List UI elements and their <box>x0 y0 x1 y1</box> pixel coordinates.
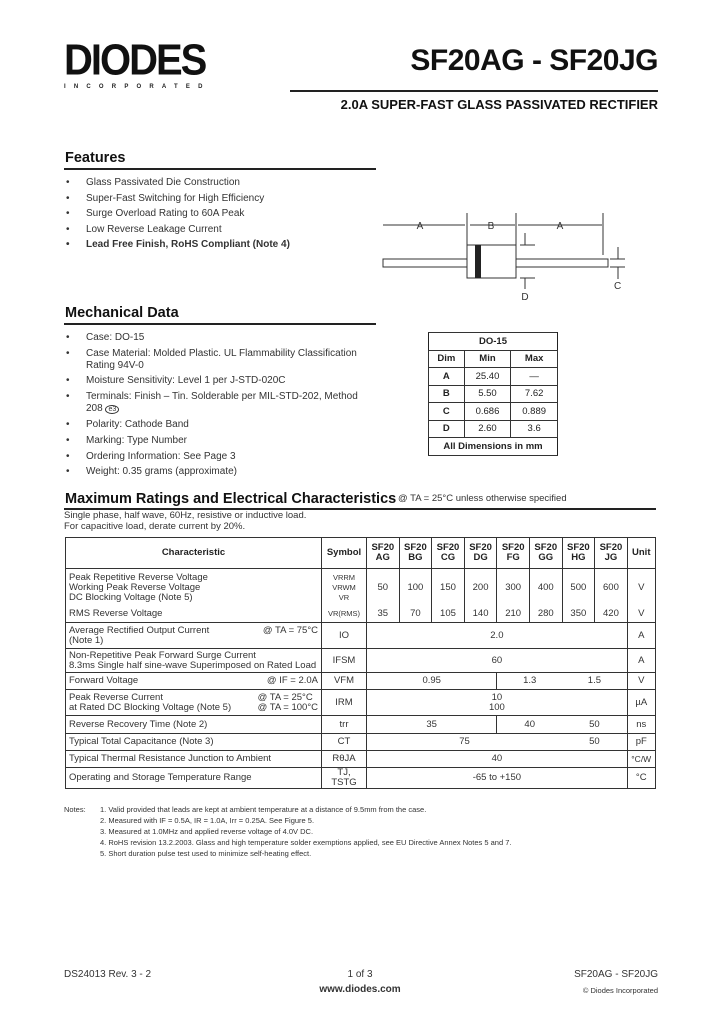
dimensions-table: DO-15 Dim Min Max A 25.40— B 5.50 7.62 C 0.686… <box>428 332 558 456</box>
note-item: 4. RoHS revision 13.2.2003. Glass and hi… <box>100 838 512 847</box>
note-item: 1. Valid provided that leads are kept at… <box>100 805 427 814</box>
list-item: Case: DO-15 <box>64 332 364 344</box>
dim-label-d: D <box>521 292 528 303</box>
dim-label-a: A <box>417 221 424 232</box>
list-item: Super-Fast Switching for High Efficiency <box>64 193 364 205</box>
table-row: @ IF = 2.0A Forward Voltage VFM 0.95 1.3 … <box>65 672 656 690</box>
table-row: Typical Thermal Resistance Junction to A… <box>65 750 656 768</box>
ratings-table: Characteristic Symbol SF20 AG SF20 BG SF20 C… <box>65 537 656 789</box>
note-item: 3. Measured at 1.0MHz and applied revers… <box>100 827 314 836</box>
table-row: Non-Repetitive Peak Forward Surge Curren… <box>65 648 656 673</box>
divider <box>290 90 658 92</box>
table-header-row: Characteristic Symbol SF20 AG SF20 BG SF20 C… <box>65 537 656 569</box>
mechanical-list: Case: DO-15 Case Material: Molded Plasti… <box>64 332 364 482</box>
dim-label-b: B <box>488 221 495 232</box>
table-row: C 0.686 0.889 <box>428 402 558 421</box>
table-row: B 5.50 7.62 <box>428 384 558 403</box>
ratings-condition: @ TA = 25°C unless otherwise specified <box>398 493 567 504</box>
table-row: @ TA = 25°C @ TA = 100°C Peak Reverse Curr… <box>65 689 656 716</box>
list-item: Case Material: Molded Plastic. UL Flamma… <box>64 348 364 372</box>
list-item: Glass Passivated Die Construction <box>64 177 364 189</box>
footer-url-link[interactable]: www.diodes.com <box>319 984 401 995</box>
table-row: Peak Repetitive Reverse Voltage Working P… <box>65 568 656 607</box>
page-subtitle: 2.0A SUPER-FAST GLASS PASSIVATED RECTIFI… <box>340 97 658 112</box>
ratings-note: For capacitive load, derate current by 2… <box>64 521 246 532</box>
footer-doc-number: DS24013 Rev. 3 - 2 <box>64 969 152 980</box>
table-row: @ TA = 75°C Average Rectified Output Curr… <box>65 622 656 649</box>
mechanical-heading: Mechanical Data <box>65 305 179 321</box>
e3-mark: e3 <box>105 404 120 414</box>
divider <box>64 508 656 510</box>
list-item: Surge Overload Rating to 60A Peak <box>64 208 364 220</box>
list-item: Moisture Sensitivity: Level 1 per J-STD-… <box>64 375 364 387</box>
list-item: Terminals: Finish – Tin. Solderable per … <box>64 391 364 416</box>
note-item: 5. Short duration pulse test used to min… <box>100 849 312 858</box>
features-list: Glass Passivated Die Construction Super-… <box>64 177 364 255</box>
list-item: Weight: 0.35 grams (approximate) <box>64 466 364 478</box>
ratings-heading: Maximum Ratings and Electrical Character… <box>65 491 397 507</box>
diodes-logo: DIODES INCORPORATED <box>64 35 211 90</box>
ratings-note: Single phase, half wave, 60Hz, resistive… <box>64 510 307 521</box>
note-item: 2. Measured with IF = 0.5A, IR = 1.0A, I… <box>100 816 315 825</box>
list-item: Ordering Information: See Page 3 <box>64 451 364 463</box>
list-item: Polarity: Cathode Band <box>64 419 364 431</box>
divider <box>64 168 376 170</box>
footer-part: SF20AG - SF20JG <box>574 969 658 980</box>
table-row: RMS Reverse Voltage VR(RMS) 35 70 105 140 210… <box>65 606 656 623</box>
do15-package-diagram: A B A D C <box>382 213 625 303</box>
table-row: Typical Total Capacitance (Note 3) CT 75 … <box>65 733 656 751</box>
page-title: SF20AG - SF20JG <box>410 44 658 77</box>
table-row: D 2.60 3.6 <box>428 419 558 438</box>
dim-label-c: C <box>614 281 621 292</box>
footer-copyright: © Diodes Incorporated <box>582 986 658 995</box>
dim-label-a: A <box>557 221 564 232</box>
table-row: Reverse Recovery Time (Note 2) trr 35 40 … <box>65 715 656 734</box>
table-row: Operating and Storage Temperature Range T… <box>65 767 656 789</box>
list-item: Low Reverse Leakage Current <box>64 224 364 236</box>
notes: Notes: 1. Valid provided that leads are … <box>64 805 512 858</box>
cathode-band <box>475 245 481 278</box>
footer-page: 1 of 3 <box>347 969 373 980</box>
divider <box>64 323 376 325</box>
features-heading: Features <box>65 150 126 166</box>
list-item: Marking: Type Number <box>64 435 364 447</box>
list-item: Lead Free Finish, RoHS Compliant (Note 4… <box>64 239 364 251</box>
table-row: A 25.40— <box>428 367 558 386</box>
